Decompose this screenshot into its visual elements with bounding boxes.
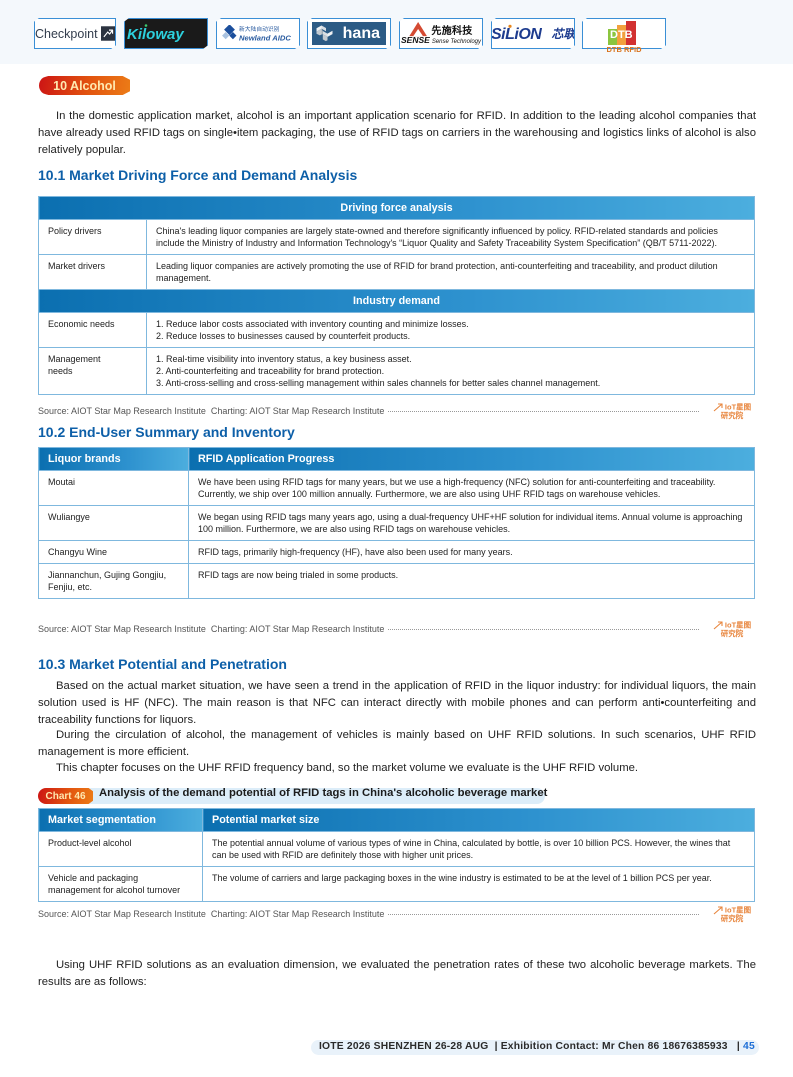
svg-text:DTB: DTB [610,29,633,41]
svg-text:SiLiON: SiLiON [491,26,542,43]
svg-text:Kiloway: Kiloway [127,26,184,43]
svg-text:Newland AIDC: Newland AIDC [239,33,291,42]
svg-text:新大陆自动识别: 新大陆自动识别 [239,24,280,32]
